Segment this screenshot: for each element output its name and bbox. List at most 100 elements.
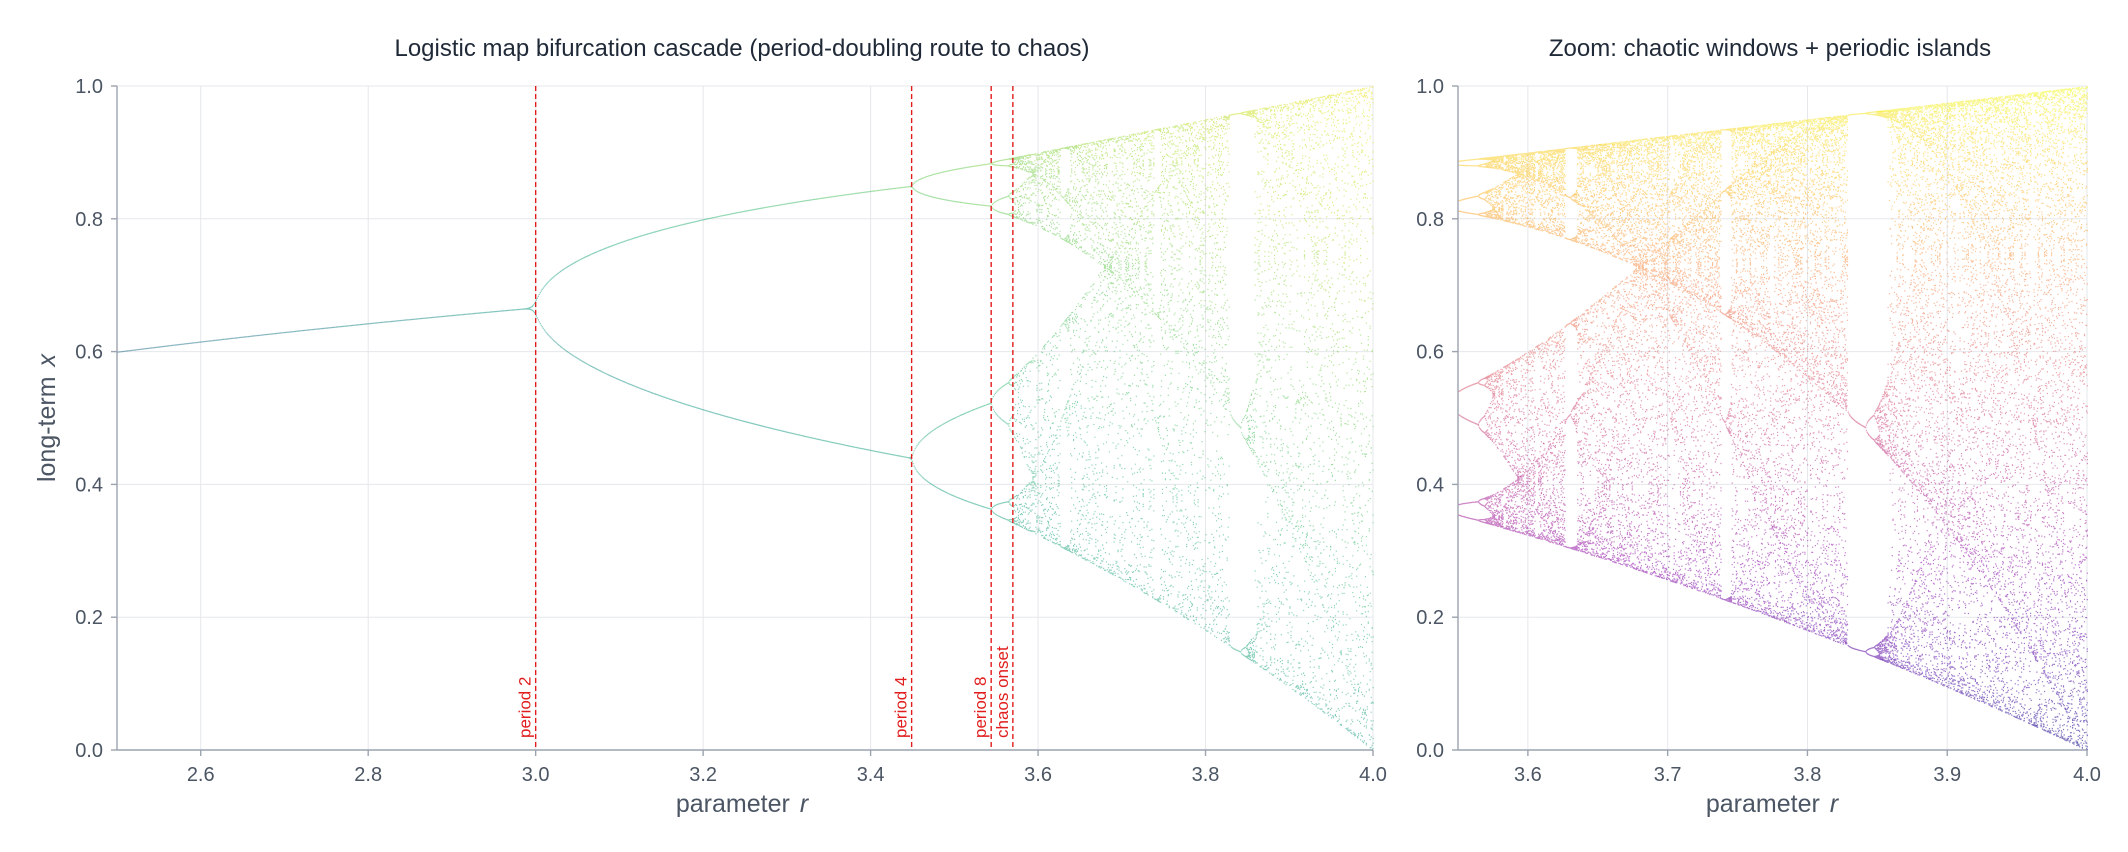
- left-grid: [117, 85, 1374, 751]
- left-spines: [116, 86, 1373, 751]
- scatter-point-group: [873, 178, 1374, 481]
- scatter-point-group: [1495, 442, 2088, 461]
- scatter-point-group: [2072, 741, 2088, 751]
- y-tick-label: 0.6: [75, 342, 103, 364]
- scatter-point-group: [1626, 260, 2088, 279]
- left-y-axis-label: long-termx: [33, 352, 61, 482]
- scatter-point-group: [544, 262, 1374, 750]
- scatter-point-group: [1533, 227, 2088, 245]
- scatter-point-group: [1515, 343, 2086, 362]
- y-tick-label: 0.4: [75, 474, 103, 496]
- y-tick-label: 0.0: [1416, 740, 1444, 762]
- scatter-point-group: [1458, 492, 2088, 511]
- scatter-point-group: [1336, 86, 1374, 111]
- scatter-point-group: [614, 230, 1374, 693]
- bifurcation-marker-label: chaos onset: [993, 646, 1012, 738]
- scatter-point-group: [158, 339, 217, 348]
- scatter-point-group: [1607, 276, 2088, 295]
- scatter-point-group: [659, 218, 1374, 653]
- x-tick-label: 4.0: [1359, 764, 1387, 786]
- scatter-point-group: [1286, 94, 1374, 153]
- scatter-point-group: [117, 346, 159, 353]
- scatter-point-group: [1923, 675, 2088, 694]
- x-tick-label: 3.2: [689, 764, 717, 786]
- x-tick-label: 3.7: [1654, 764, 1682, 786]
- scatter-point-group: [1585, 243, 2088, 262]
- scatter-point-group: [1486, 359, 2088, 378]
- right-spines: [1457, 86, 2087, 751]
- y-tick-label: 0.4: [1416, 474, 1444, 496]
- scatter-point-group: [921, 166, 1374, 445]
- y-tick-label: 0.2: [1416, 607, 1444, 629]
- x-tick-label: 3.0: [522, 764, 550, 786]
- scatter-point-group: [970, 155, 1374, 393]
- scatter-point-group: [1023, 145, 1373, 362]
- scatter-point-group: [1507, 459, 2088, 478]
- y-tick-label: 0.8: [1416, 209, 1444, 231]
- right-panel-title: Zoom: chaotic windows + periodic islands: [1549, 35, 1991, 62]
- scatter-point-group: [1585, 293, 2088, 312]
- scatter-point-group: [761, 198, 1373, 572]
- x-tick-label: 2.6: [187, 764, 215, 786]
- scatter-point-group: [513, 286, 792, 434]
- scatter-point-group: [1707, 592, 2088, 611]
- scatter-point-group: [2018, 86, 2088, 96]
- y-tick-label: 0.6: [1416, 342, 1444, 364]
- x-tick-label: 3.8: [1192, 764, 1220, 786]
- scatter-point-group: [1458, 409, 2088, 428]
- scatter-point-group: [1458, 193, 2088, 212]
- y-tick-label: 0.0: [75, 740, 103, 762]
- scatter-point-group: [1598, 127, 2088, 146]
- scatter-point-group: [816, 190, 1374, 524]
- bifurcation-marker-label: period 4: [892, 677, 911, 738]
- x-tick-label: 3.9: [1933, 764, 1961, 786]
- scatter-point-group: [1478, 426, 2087, 445]
- left-x-axis-label: parameter r: [676, 790, 810, 818]
- right-x-axis-label: parameter r: [1706, 790, 1840, 818]
- bifurcation-marker-label: period 2: [516, 677, 535, 738]
- x-tick-label: 3.4: [857, 764, 885, 786]
- scatter-point-group: [1232, 103, 1374, 190]
- scatter-point-group: [1488, 393, 2088, 411]
- y-tick-label: 1.0: [1416, 76, 1444, 98]
- scatter-point-group: [1610, 559, 2088, 577]
- scatter-point-group: [1877, 94, 2088, 113]
- y-tick-label: 0.2: [75, 607, 103, 629]
- scatter-point-group: [1458, 509, 2088, 528]
- x-tick-label: 2.8: [354, 764, 382, 786]
- scatter-point-group: [1751, 608, 2088, 627]
- y-tick-label: 1.0: [75, 76, 103, 98]
- scatter-point-group: [1564, 310, 2088, 328]
- scatter-point-group: [216, 333, 276, 341]
- x-tick-label: 4.0: [2073, 764, 2101, 786]
- scatter-point-group: [1997, 708, 2088, 727]
- right-scatter-points: [1458, 86, 2088, 751]
- scatter-point-group: [2034, 725, 2088, 743]
- scatter-point-group: [1656, 575, 2088, 594]
- left-panel-title: Logistic map bifurcation cascade (period…: [394, 35, 1089, 62]
- x-tick-label: 3.8: [1794, 764, 1822, 786]
- scatter-point-group: [333, 320, 394, 328]
- scatter-point-group: [1500, 525, 2088, 544]
- scatter-point-group: [1879, 658, 2088, 677]
- x-tick-label: 3.6: [1024, 764, 1052, 786]
- scatter-point-group: [1459, 144, 2088, 162]
- scatter-point-group: [1796, 625, 2088, 644]
- x-tick-label: 3.6: [1514, 764, 1542, 786]
- scatter-point-group: [453, 309, 656, 395]
- scatter-point-group: [1555, 542, 2088, 561]
- scatter-point-group: [1458, 160, 2088, 179]
- scatter-point-group: [275, 326, 335, 335]
- scatter-point-group: [1129, 125, 1371, 277]
- scatter-point-group: [1496, 476, 2088, 494]
- scatter-point-group: [1479, 177, 2088, 196]
- y-tick-label: 0.8: [75, 209, 103, 231]
- right-panel: Zoom: chaotic windows + periodic islands…: [1416, 35, 2101, 818]
- left-panel: Logistic map bifurcation cascade (period…: [33, 35, 1387, 818]
- left-ticks: 0.0 0.2 0.4 0.6 0.8 1.0 2.6 2.8 3.0 3.2 3.4 3.6 3.8 4…: [75, 76, 1387, 786]
- scatter-point-group: [708, 207, 1374, 608]
- scatter-point-group: [393, 314, 454, 322]
- scatter-point-group: [1738, 110, 2088, 129]
- scatter-point-group: [1541, 326, 2086, 345]
